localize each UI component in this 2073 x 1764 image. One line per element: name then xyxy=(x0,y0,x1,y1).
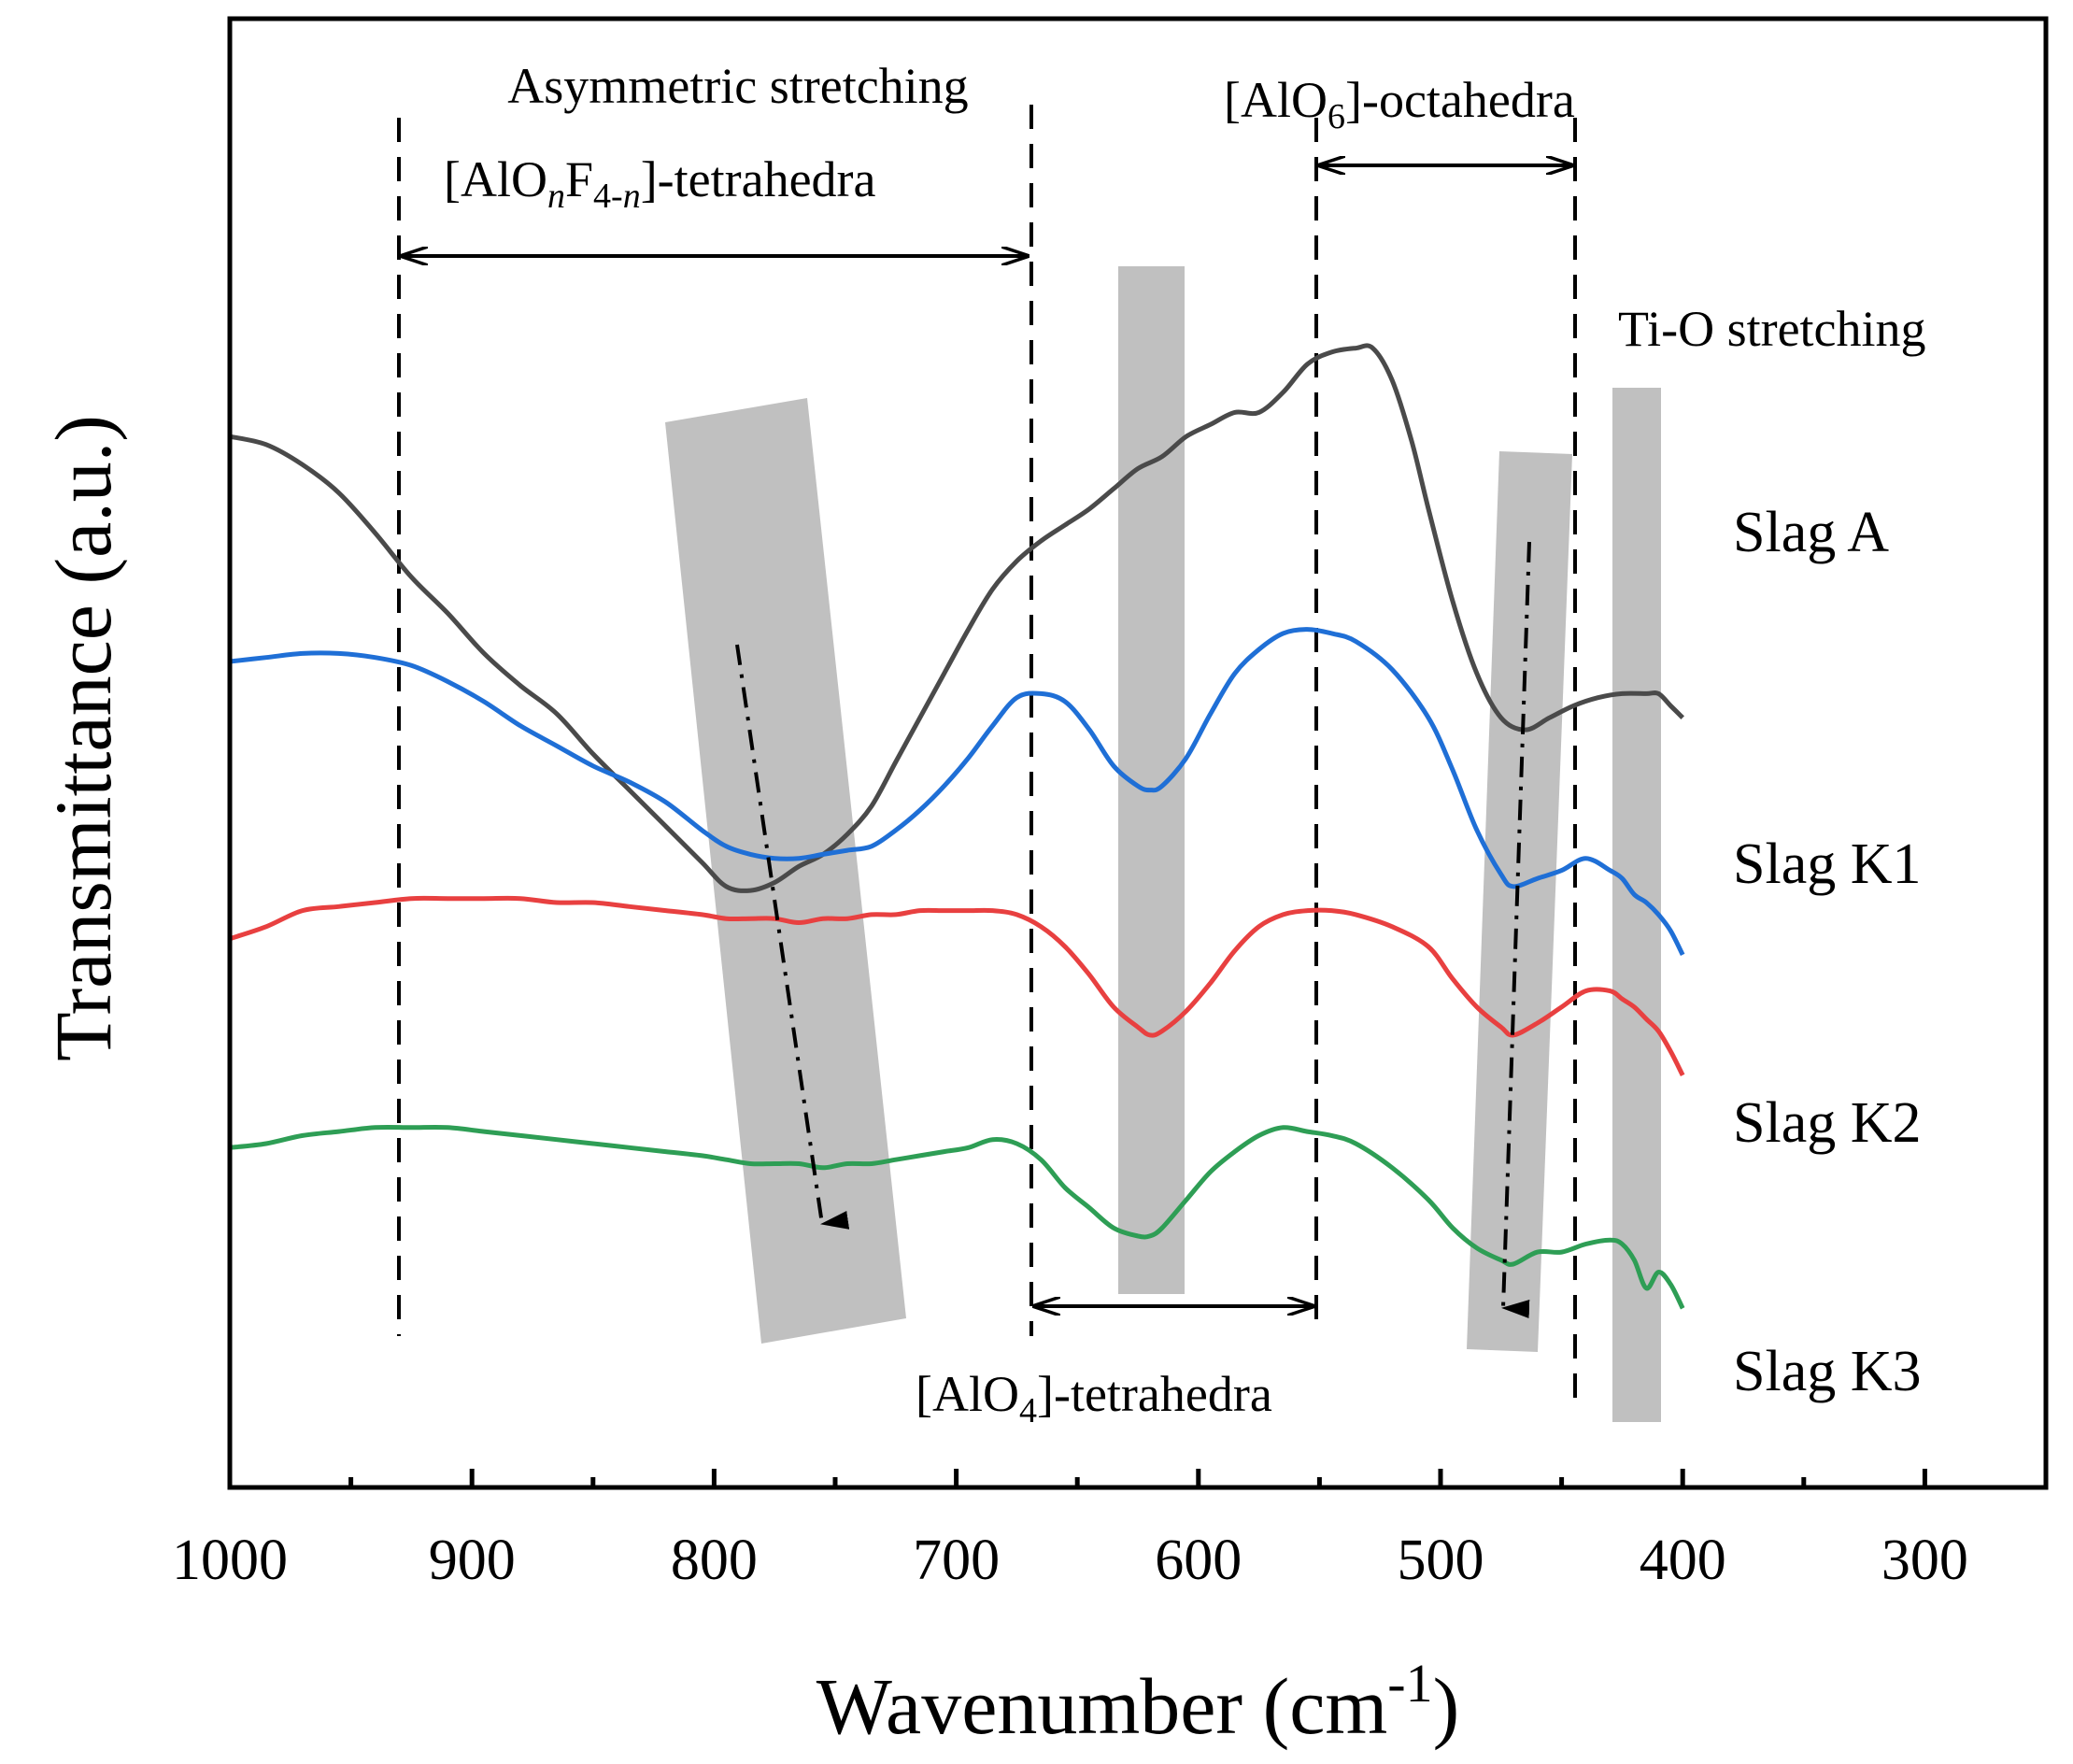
annotation-octa-sub: 6 xyxy=(1328,97,1345,136)
shaded-band-1 xyxy=(665,398,906,1344)
shaded-band-4 xyxy=(1612,388,1661,1422)
annotation-asym-c: ]-tetrahedra xyxy=(641,151,876,207)
plot-frame xyxy=(227,16,2049,1490)
annotation-octahedra: [AlO6]-octahedra xyxy=(1224,72,1575,136)
x-axis-label-close: ) xyxy=(1433,1661,1460,1751)
shaded-band-3 xyxy=(1467,451,1572,1352)
annotation-asym-b: F xyxy=(565,151,593,207)
tick-label-400: 400 xyxy=(1640,1529,1726,1592)
label-slag-k2: Slag K2 xyxy=(1733,1091,1922,1155)
label-slag-a: Slag A xyxy=(1733,501,1889,564)
reference-lines xyxy=(397,105,1577,1409)
annotation-tetrahedra: [AlO4]-tetrahedra xyxy=(916,1366,1272,1430)
annotation-tetra-sub: 4 xyxy=(1019,1391,1037,1430)
label-slag-k1: Slag K1 xyxy=(1733,832,1922,896)
series-labels: Slag A Slag K1 Slag K2 Slag K3 xyxy=(1733,501,1922,1403)
annotation-octa-b: ]-octahedra xyxy=(1345,72,1575,128)
tick-label-900: 900 xyxy=(429,1529,516,1592)
tick-label-500: 500 xyxy=(1398,1529,1484,1592)
annotation-asym-n1: n xyxy=(547,177,565,216)
tick-label-700: 700 xyxy=(913,1529,1000,1592)
x-axis-label-sup: -1 xyxy=(1387,1653,1432,1714)
shift-arrows xyxy=(735,541,1531,1318)
range-arrows xyxy=(402,165,1572,1306)
annotation-octa-a: [AlO xyxy=(1224,72,1328,128)
series-line-slag-a xyxy=(229,343,1684,893)
x-ticks: 1000 900 800 700 600 500 400 300 xyxy=(172,1469,1968,1592)
tick-label-1000: 1000 xyxy=(172,1529,288,1592)
tick-label-300: 300 xyxy=(1881,1529,1968,1592)
label-slag-k3: Slag K3 xyxy=(1733,1340,1922,1403)
series-group xyxy=(229,343,1685,1310)
annotation-asym-n2: n xyxy=(623,177,641,216)
tick-label-600: 600 xyxy=(1155,1529,1242,1592)
series-line-slag-k2 xyxy=(229,895,1685,1077)
annotation-asym-sub-a: 4- xyxy=(593,177,623,216)
y-axis-label: Transmittance (a.u.) xyxy=(38,415,128,1061)
annotation-tio: Ti-O stretching xyxy=(1618,301,1926,357)
series-line-slag-k3 xyxy=(229,1124,1685,1310)
tick-label-800: 800 xyxy=(671,1529,758,1592)
annotation-asym-line2: [AlOnF4-n]-tetrahedra xyxy=(444,151,876,216)
annotation-tetra-b: ]-tetrahedra xyxy=(1037,1366,1272,1422)
shaded-bands xyxy=(665,266,1661,1422)
series-line-slag-k1 xyxy=(229,627,1685,957)
annotation-asym-a: [AlO xyxy=(444,151,547,207)
shift-arrow-1 xyxy=(735,644,850,1230)
annotations: Asymmetric stretching [AlOnF4-n]-tetrahe… xyxy=(444,58,1926,1430)
x-axis-label: Wavenumber (cm-1) xyxy=(816,1653,1460,1751)
annotation-tetra-a: [AlO xyxy=(916,1366,1019,1422)
annotation-asym-line1: Asymmetric stretching xyxy=(507,58,968,114)
x-axis-label-main: Wavenumber (cm xyxy=(816,1661,1388,1751)
